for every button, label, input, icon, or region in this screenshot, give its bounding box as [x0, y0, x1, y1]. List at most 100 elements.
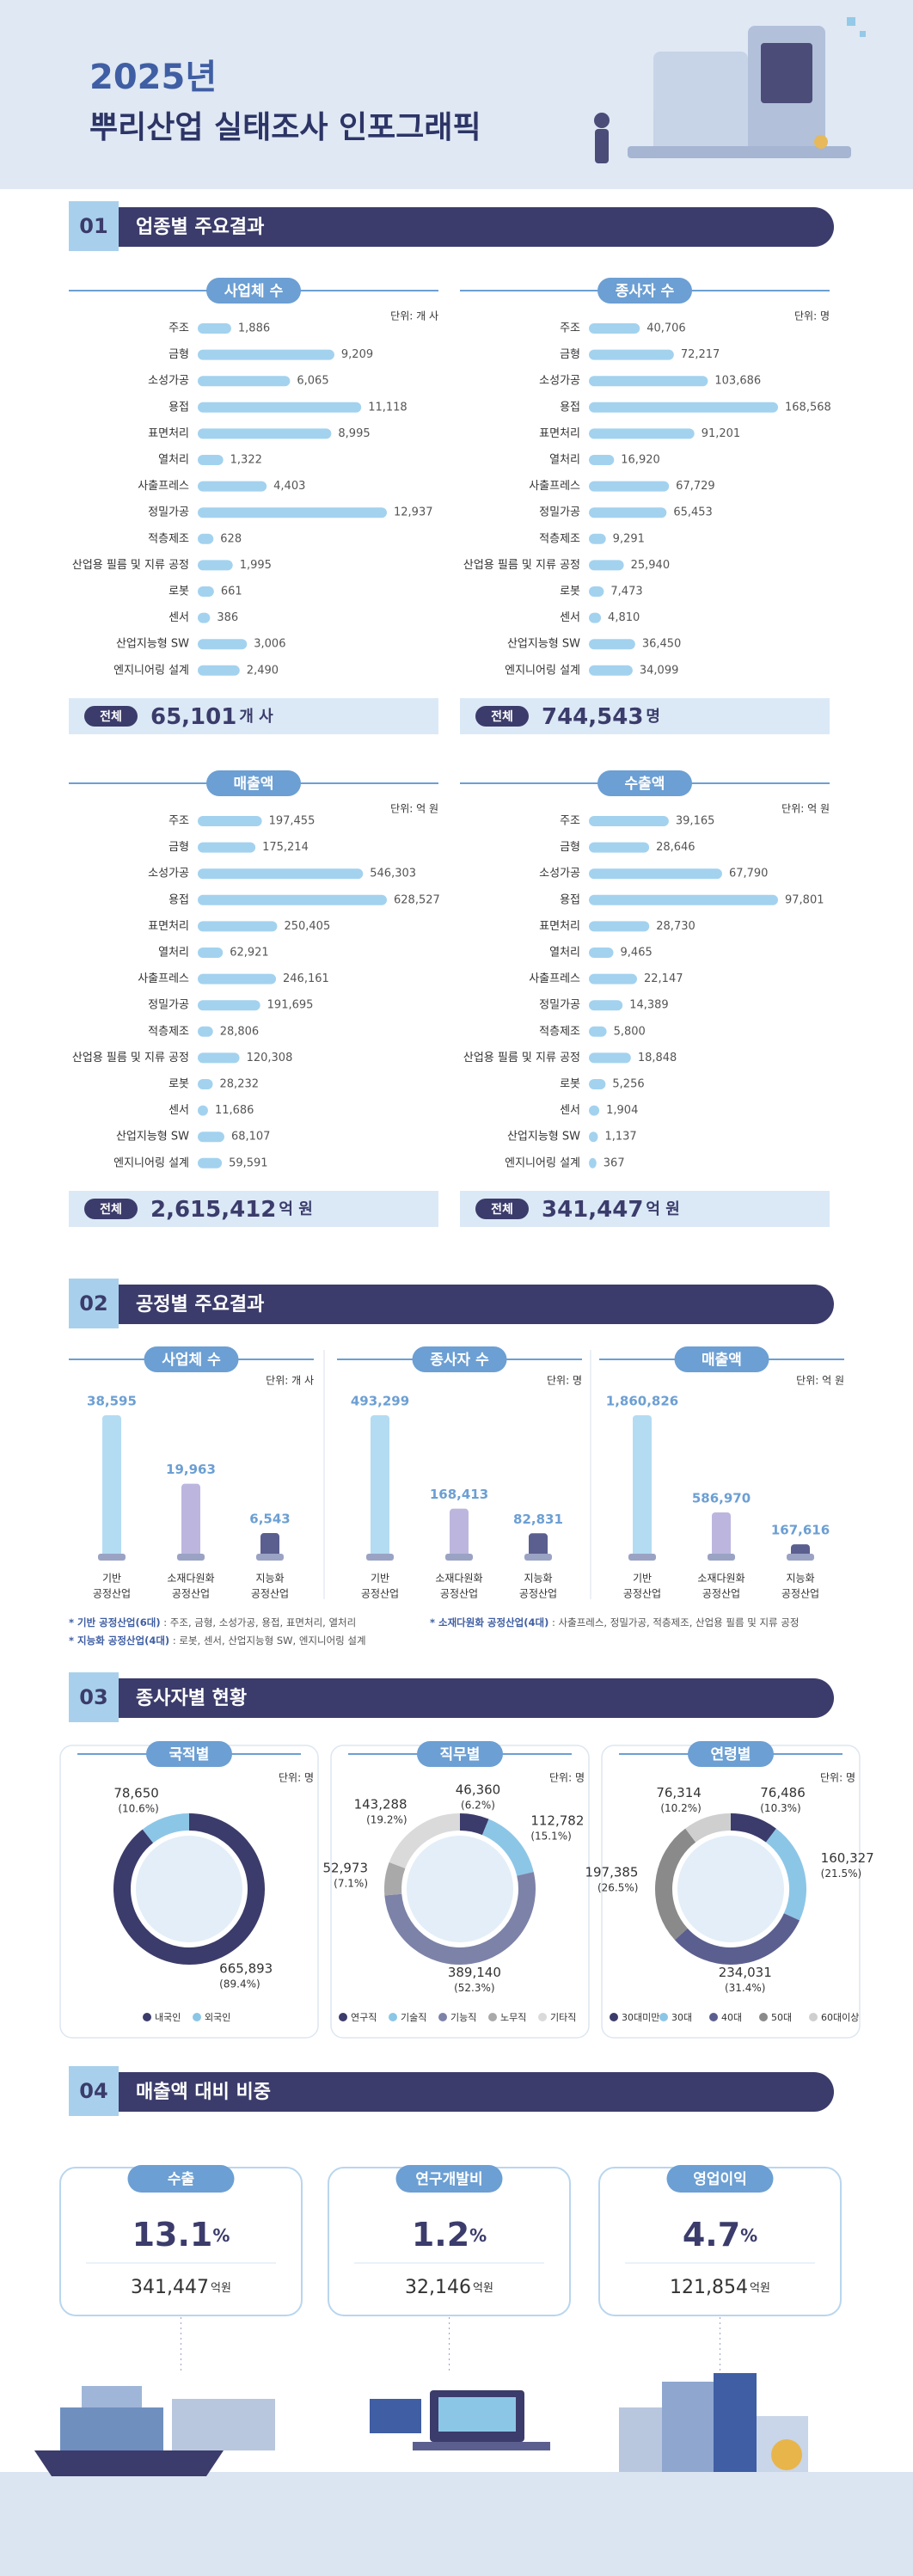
total-label: 전체	[491, 709, 513, 724]
category-label: 사출프레스	[529, 972, 580, 985]
value-label: 367	[604, 1156, 625, 1169]
value-label: 7,473	[610, 586, 642, 598]
card-percent: 13.1%	[132, 2216, 230, 2254]
legend-label: 50대	[771, 2012, 792, 2023]
value-label: 39,165	[676, 815, 715, 828]
category-label: 산업지능형 SW	[116, 638, 189, 651]
value-label: 1,860,826	[606, 1394, 678, 1409]
bar	[198, 816, 262, 826]
total-pill	[475, 706, 529, 727]
value-label: 1,886	[238, 322, 270, 335]
value-label: 546,303	[370, 868, 416, 880]
category-label: 엔지니어링 설계	[113, 1156, 189, 1169]
category-label: 산업지능형 SW	[507, 638, 580, 651]
bar	[589, 1157, 597, 1168]
percent-unit: %	[212, 2225, 230, 2246]
percent-value: 13.1	[132, 2216, 213, 2254]
category-label: 정밀가공	[148, 999, 189, 1012]
bar	[198, 586, 214, 597]
category-label: 센서	[560, 611, 580, 624]
value-label: 72,217	[681, 348, 720, 361]
value-label: 28,806	[220, 1025, 260, 1038]
total-value: 65,101	[150, 704, 236, 730]
value-label: 167,616	[771, 1523, 830, 1538]
bar	[589, 612, 602, 623]
value-label: 628	[220, 532, 242, 545]
bar	[198, 1079, 213, 1089]
category-label: 적층제조	[539, 1025, 580, 1038]
bar	[198, 1132, 224, 1143]
bar	[589, 428, 695, 439]
category-label: 공정산업	[702, 1588, 740, 1600]
title-pill	[144, 1346, 239, 1372]
footer-band	[0, 2472, 913, 2576]
bar	[589, 868, 722, 880]
slice-value: 76,486	[760, 1785, 806, 1800]
bar	[589, 842, 650, 853]
bar	[589, 376, 708, 387]
unit-label: 단위: 억 원	[796, 1375, 844, 1387]
category-label: 용접	[169, 893, 189, 906]
slice-value: 112,782	[530, 1813, 584, 1829]
legend-label: 30대	[671, 2012, 692, 2023]
value-label: 9,465	[621, 947, 653, 960]
unit-label: 단위: 개 사	[390, 310, 438, 322]
category-label: 엔지니어링 설계	[113, 664, 189, 677]
category-label: 공정산업	[251, 1588, 289, 1600]
legend-dot	[809, 2013, 818, 2021]
section-title: 공정별 주요결과	[136, 1294, 264, 1316]
category-label: 기반	[371, 1573, 389, 1585]
category-label: 로봇	[169, 1078, 189, 1091]
bar-base	[708, 1554, 735, 1561]
value-label: 168,413	[430, 1487, 488, 1502]
category-label: 산업용 필름 및 지류 공정	[72, 559, 189, 572]
value-label: 28,232	[220, 1078, 260, 1091]
slice-percent: (31.4%)	[725, 1982, 765, 1994]
chart-title: 매출액	[234, 776, 274, 793]
legend-label: 연구직	[351, 2012, 377, 2023]
slice-value: 76,314	[656, 1785, 702, 1800]
title-pill	[206, 770, 301, 796]
value-label: 67,790	[729, 868, 769, 880]
value-label: 68,107	[231, 1131, 271, 1144]
value-label: 1,904	[606, 1104, 638, 1117]
value-label: 38,595	[87, 1394, 137, 1409]
bar-base	[98, 1554, 126, 1561]
percent-unit: %	[740, 2225, 757, 2246]
bar-base	[628, 1554, 656, 1561]
category-label: 센서	[560, 1104, 580, 1117]
total-text: 744,543 명	[542, 704, 660, 730]
category-label: 엔지니어링 설계	[505, 1156, 580, 1169]
unit-label: 단위: 명	[549, 1772, 585, 1784]
slice-percent: (89.4%)	[219, 1978, 260, 1990]
bar	[589, 639, 635, 650]
category-label: 주조	[560, 322, 580, 335]
category-label: 공정산업	[623, 1588, 661, 1600]
total-unit: 억 원	[279, 1200, 312, 1218]
bar	[589, 665, 633, 676]
total-value: 2,615,412	[150, 1197, 276, 1223]
category-label: 로봇	[169, 586, 189, 598]
value-label: 19,963	[166, 1462, 216, 1477]
bar	[589, 586, 604, 597]
total-unit: 억 원	[646, 1200, 679, 1218]
category-label: 표면처리	[148, 920, 189, 933]
card-pill	[127, 2165, 235, 2193]
category-label: 주조	[169, 815, 189, 828]
bar	[589, 816, 669, 826]
slice-value: 234,031	[719, 1965, 772, 1980]
header-title: 뿌리산업 실태조사 인포그래픽	[89, 110, 481, 145]
donut-slice	[389, 1813, 461, 1869]
category-label: 소성가공	[539, 868, 580, 880]
chart-title: 사업체 수	[224, 283, 284, 300]
category-label: 산업용 필름 및 지류 공정	[72, 1052, 189, 1064]
value-label: 250,405	[284, 920, 330, 933]
legend-label: 기술직	[401, 2012, 426, 2023]
section-number: 02	[79, 1291, 107, 1316]
legend-dot	[389, 2013, 397, 2021]
bar	[589, 894, 778, 905]
category-label: 용접	[560, 893, 580, 906]
donut-slice	[685, 1813, 732, 1843]
category-label: 열처리	[158, 947, 189, 960]
category-label: 소성가공	[539, 375, 580, 388]
